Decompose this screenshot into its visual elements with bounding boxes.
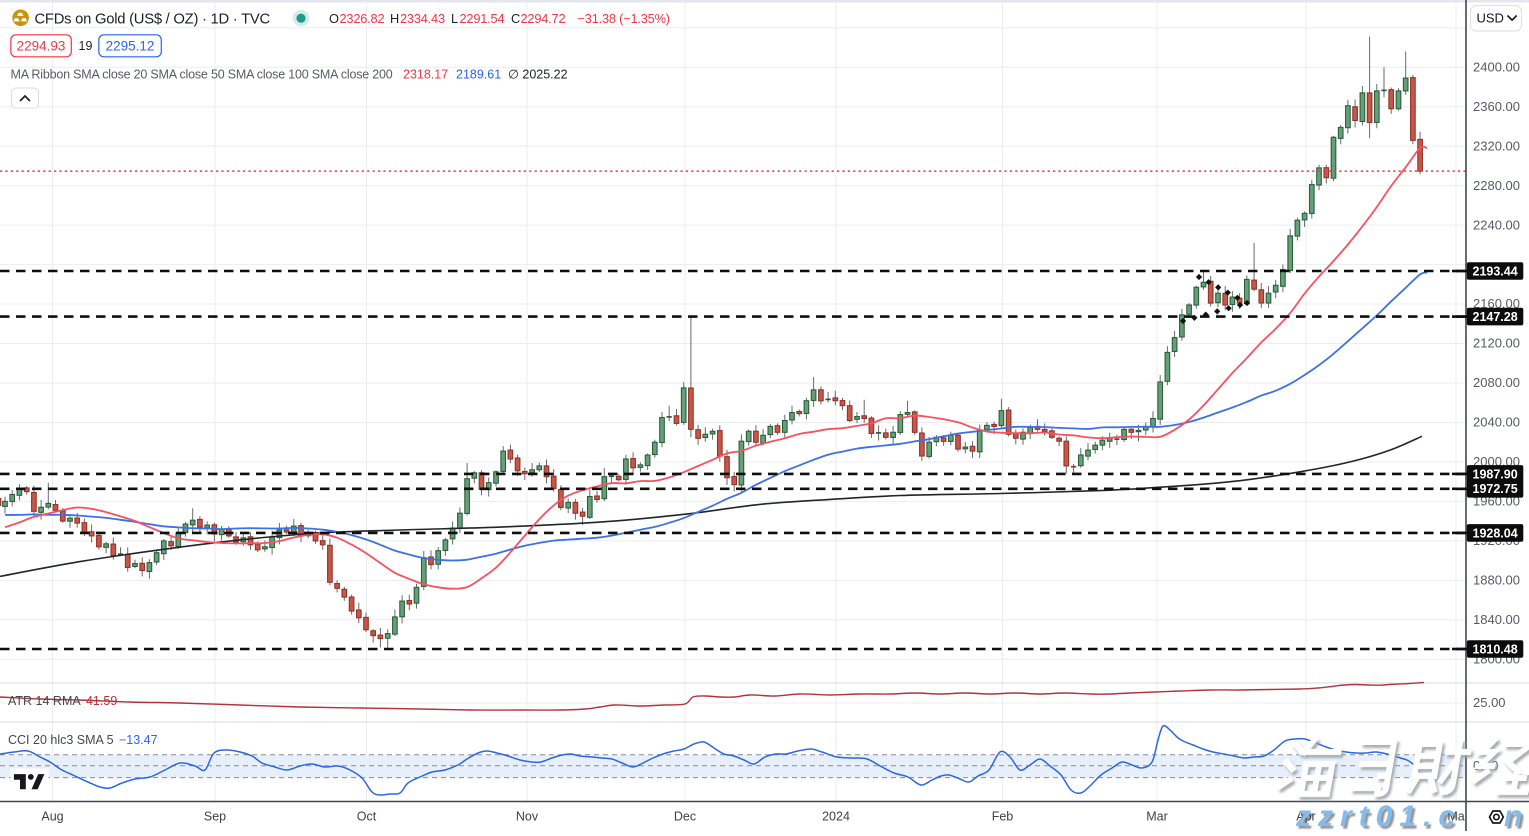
svg-text:41.59: 41.59 <box>86 694 117 708</box>
svg-text:19: 19 <box>79 39 93 53</box>
svg-text:2294.72: 2294.72 <box>521 11 566 26</box>
svg-text:2400.00: 2400.00 <box>1473 59 1520 74</box>
svg-text:1987.90: 1987.90 <box>1473 467 1518 481</box>
svg-text:1880.00: 1880.00 <box>1473 573 1520 588</box>
svg-text:USD: USD <box>1477 11 1504 26</box>
svg-text:2240.00: 2240.00 <box>1473 217 1520 232</box>
svg-text:O: O <box>329 11 339 26</box>
svg-text:zzrt01.c: zzrt01.c <box>1295 800 1462 831</box>
svg-text:n: n <box>1504 800 1522 831</box>
svg-text:Mar: Mar <box>1146 810 1168 824</box>
svg-text:2295.12: 2295.12 <box>106 39 155 54</box>
svg-text:2024: 2024 <box>822 810 850 824</box>
svg-text:2189.61: 2189.61 <box>456 68 501 82</box>
svg-text:2326.82: 2326.82 <box>340 11 385 26</box>
svg-text:25.00: 25.00 <box>1473 695 1506 710</box>
svg-text:2334.43: 2334.43 <box>400 11 445 26</box>
svg-text:2280.00: 2280.00 <box>1473 178 1520 193</box>
svg-text:2193.44: 2193.44 <box>1473 264 1518 278</box>
svg-text:2040.00: 2040.00 <box>1473 415 1520 430</box>
svg-text:H: H <box>390 11 399 26</box>
svg-text:MA Ribbon SMA close 20 SMA clo: MA Ribbon SMA close 20 SMA close 50 SMA … <box>11 68 393 82</box>
svg-text:2147.28: 2147.28 <box>1473 310 1518 324</box>
svg-text:∅ 2025.22: ∅ 2025.22 <box>508 68 568 82</box>
svg-text:Sep: Sep <box>204 810 226 824</box>
svg-text:2080.00: 2080.00 <box>1473 375 1520 390</box>
svg-text:C: C <box>511 11 520 26</box>
svg-text:ATR 14 RMA: ATR 14 RMA <box>8 694 81 708</box>
svg-text:Apr: Apr <box>1296 810 1315 824</box>
svg-text:Feb: Feb <box>992 810 1014 824</box>
svg-text:2360.00: 2360.00 <box>1473 99 1520 114</box>
svg-text:Nov: Nov <box>516 810 539 824</box>
svg-text:2160.00: 2160.00 <box>1473 296 1520 311</box>
svg-text:CCI 20 hlc3 SMA 5: CCI 20 hlc3 SMA 5 <box>8 733 114 747</box>
svg-text:2291.54: 2291.54 <box>460 11 505 26</box>
svg-text:1928.04: 1928.04 <box>1473 526 1518 540</box>
svg-text:−31.38 (−1.35%): −31.38 (−1.35%) <box>578 11 670 26</box>
svg-text:1972.75: 1972.75 <box>1473 482 1518 496</box>
svg-text:1810.48: 1810.48 <box>1473 642 1518 656</box>
svg-text:1840.00: 1840.00 <box>1473 612 1520 627</box>
svg-text:2120.00: 2120.00 <box>1473 336 1520 351</box>
svg-text:Dec: Dec <box>674 810 696 824</box>
svg-text:2320.00: 2320.00 <box>1473 138 1520 153</box>
svg-text:2318.17: 2318.17 <box>403 68 448 82</box>
svg-text:CFDs on Gold (US$ / OZ) · 1D ·: CFDs on Gold (US$ / OZ) · 1D · TVC <box>35 12 271 28</box>
svg-text:Oct: Oct <box>357 810 377 824</box>
svg-text:2294.93: 2294.93 <box>17 39 66 54</box>
svg-text:Ma: Ma <box>1447 810 1464 824</box>
svg-text:L: L <box>451 11 458 26</box>
svg-text:Aug: Aug <box>41 810 63 824</box>
svg-text:−13.47: −13.47 <box>119 733 158 747</box>
